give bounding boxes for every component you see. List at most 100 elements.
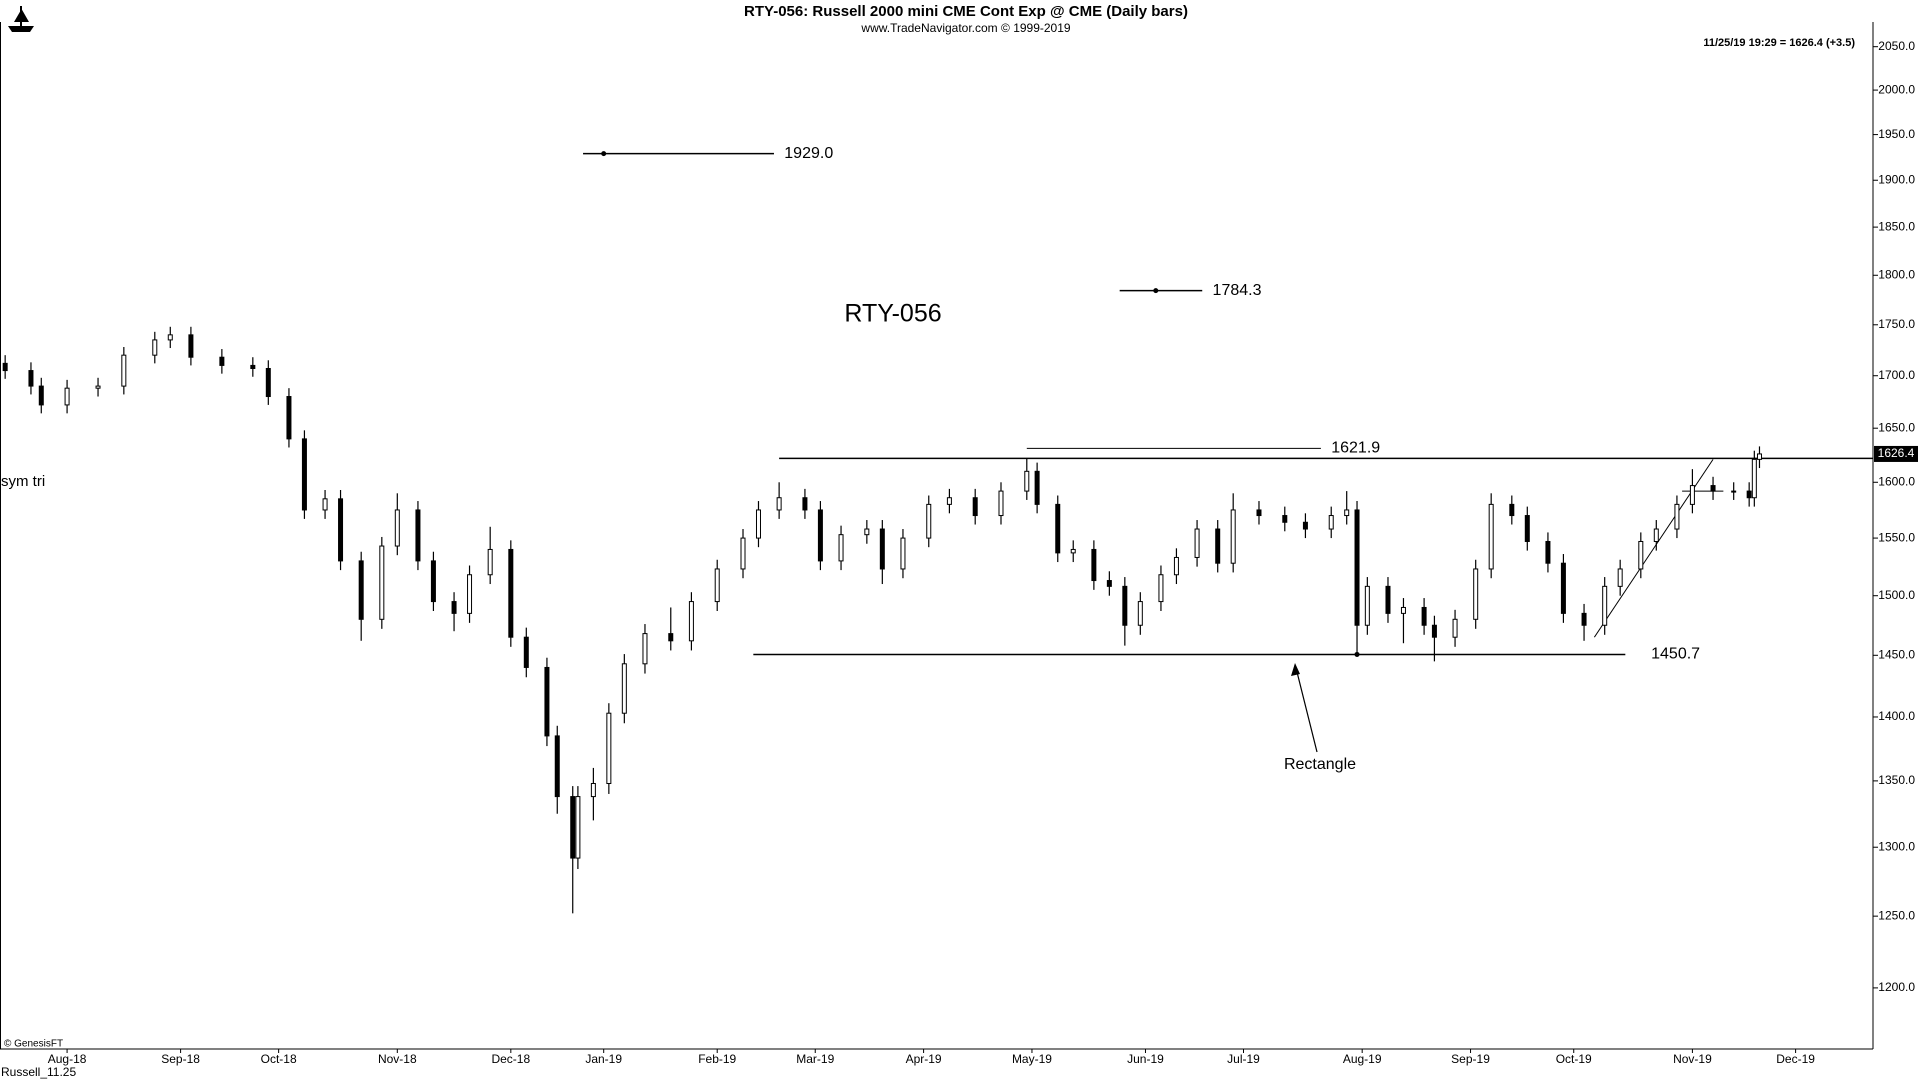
level-dot [1354,651,1360,657]
last-price-box [1874,445,1918,462]
candle-body [1560,562,1566,614]
x-tick-label: Jun-19 [1127,1052,1164,1066]
level-dot [601,151,607,157]
candle-body [864,528,870,536]
candle-body [523,636,529,668]
y-tick-label: 1400.0 [1878,709,1915,723]
y-tick-label: 1300.0 [1878,839,1915,853]
y-tick-label: 2000.0 [1878,82,1915,96]
candle-body [1034,470,1040,505]
candle-body [1581,612,1587,626]
candle-body [1731,490,1737,493]
candle-body [1602,585,1608,626]
candle-body [1070,548,1076,554]
candle-body [1617,568,1623,587]
chart-label: RTY-056 [844,300,941,328]
chart-subtitle: www.TradeNavigator.com © 1999-2019 [860,21,1070,35]
pattern-arrow [1291,663,1318,753]
candle-body [575,796,581,859]
x-tick-label: Aug-18 [48,1052,87,1066]
candle-body [1364,585,1370,626]
y-tick-label: 1900.0 [1878,172,1915,186]
candle-body [188,334,194,358]
candle-body [1545,540,1551,564]
candle-body [621,663,627,714]
candle-body [1710,485,1716,492]
candle-body [1256,509,1262,517]
candle-body [121,354,127,387]
candle-body [1024,470,1030,492]
x-tick-label: Jul-19 [1227,1052,1260,1066]
candle-body [28,370,34,387]
y-tick-label: 2050.0 [1878,39,1915,53]
last-price-label: 1626.4 [1878,446,1915,460]
candle-body [1421,606,1427,626]
candle-body [379,545,385,620]
level-dot [1153,288,1159,294]
pattern-label: Rectangle [1284,756,1356,773]
copyright: © GenesisFT [4,1039,63,1050]
candle-body [1400,606,1406,614]
candle-body [219,356,225,366]
x-tick-label: Dec-18 [491,1052,530,1066]
candle-body [998,490,1004,517]
candle-body [358,560,364,620]
candle-body [1524,515,1530,542]
level-label: 1784.3 [1213,282,1262,299]
candle-body [1230,509,1236,564]
candle-body [590,782,596,798]
x-tick-label: Sep-18 [161,1052,200,1066]
candle-body [430,560,436,603]
candle-body [879,528,885,570]
x-tick-label: Sep-19 [1451,1052,1490,1066]
y-tick-label: 1750.0 [1878,317,1915,331]
candle-body [1689,485,1695,505]
x-tick-label: Nov-18 [378,1052,417,1066]
candle-body [1653,528,1659,542]
candle-body [1122,585,1128,626]
candle-body [1173,556,1179,576]
candle-body [1452,618,1458,638]
candle-body [1488,503,1494,570]
candle-body [250,364,256,370]
candle-body [1674,503,1680,530]
candle-body [1328,515,1334,530]
y-tick-label: 1850.0 [1878,219,1915,233]
candle-body [1158,574,1164,603]
y-tick-label: 1800.0 [1878,267,1915,281]
candle-body [1473,568,1479,620]
y-tick-label: 1700.0 [1878,368,1915,382]
candle-body [1106,580,1112,587]
candle-body [642,633,648,665]
candle-body [301,438,307,511]
candle-body [817,509,823,562]
candle-body [688,601,694,642]
x-tick-label: Feb-19 [698,1052,736,1066]
x-tick-label: Aug-19 [1343,1052,1382,1066]
candle-body [95,385,101,389]
candle-body [1751,458,1757,499]
candle-body [554,735,560,798]
candle-body [946,497,952,505]
candle-body [265,368,271,398]
y-tick-label: 1600.0 [1878,474,1915,488]
x-tick-label: Dec-19 [1776,1052,1815,1066]
x-tick-label: May-19 [1012,1052,1052,1066]
candle-body [926,503,932,539]
y-tick-label: 1250.0 [1878,908,1915,922]
candle-body [1137,601,1143,626]
candle-body [508,548,514,638]
candle-body [1509,503,1515,517]
candle-body [152,339,158,356]
candles [2,326,1762,914]
candle-body [668,633,674,642]
candle-body [1091,548,1097,582]
y-tick-label: 1450.0 [1878,647,1915,661]
y-tick-label: 1650.0 [1878,420,1915,434]
candle-body [1055,503,1061,554]
candle-body [2,362,8,372]
candle-body [570,796,576,859]
candle-body [1282,515,1288,523]
